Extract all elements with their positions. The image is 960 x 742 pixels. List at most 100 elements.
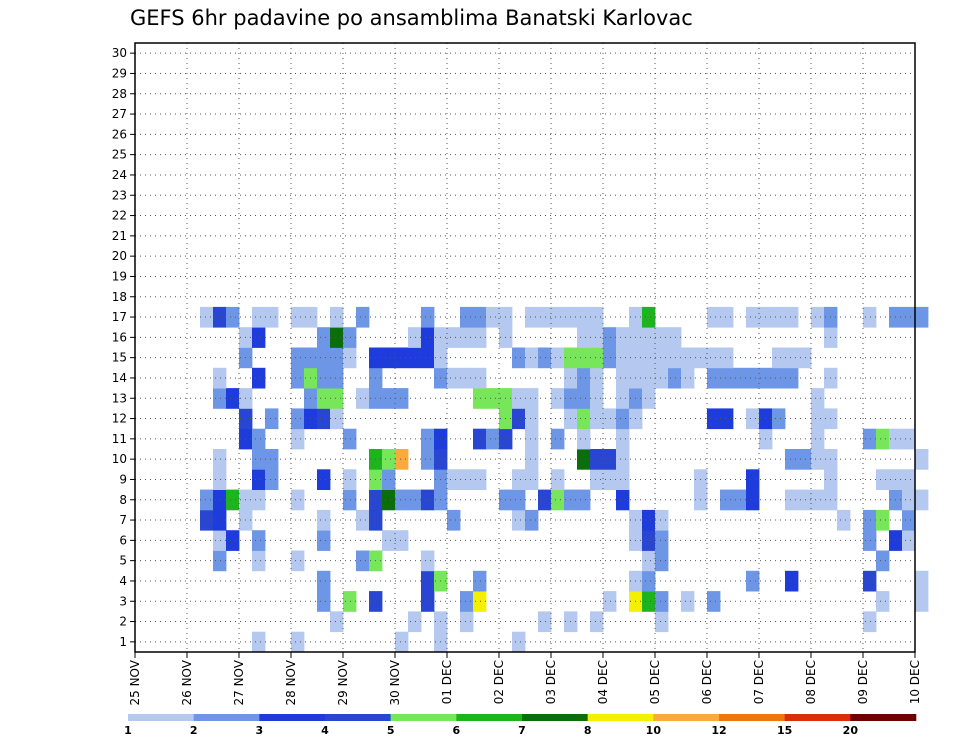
precip-cell: [421, 327, 435, 348]
precip-cell: [642, 327, 656, 348]
precipitation-cells: [200, 306, 929, 653]
precip-cell: [902, 509, 916, 531]
legend-swatch: [128, 714, 194, 721]
legend-tick-label: 6: [453, 724, 461, 737]
legend-swatch: [390, 714, 457, 721]
precip-cell: [538, 489, 552, 511]
precip-cell: [252, 530, 266, 551]
precip-cell: [902, 306, 916, 328]
precip-cell: [876, 428, 890, 450]
precip-cell: [473, 327, 487, 348]
precip-cell: [902, 428, 916, 450]
precip-cell: [915, 306, 929, 328]
precip-cell: [538, 306, 552, 328]
precip-cell: [551, 489, 565, 511]
precip-cell: [707, 408, 721, 430]
precip-cell: [330, 388, 344, 409]
precip-cell: [200, 306, 214, 328]
plot-frame: [134, 42, 916, 653]
precip-cell: [525, 509, 539, 531]
precip-cell: [512, 388, 526, 409]
precip-cell: [395, 449, 409, 470]
precip-cell: [252, 469, 266, 490]
precip-cell: [382, 388, 396, 409]
legend-tick-label: 20: [843, 724, 859, 737]
precip-cell: [902, 469, 916, 490]
y-tick-label: 15: [112, 351, 127, 365]
precip-cell: [603, 347, 617, 369]
precip-cell: [915, 570, 929, 592]
y-tick-label: 24: [112, 168, 127, 182]
y-tick-label: 5: [119, 554, 127, 568]
precip-cell: [590, 408, 604, 430]
precip-cell: [798, 449, 812, 470]
precip-cell: [473, 591, 487, 612]
precip-cell: [525, 408, 539, 430]
x-tick-label: 30 NOV: [388, 659, 402, 705]
precip-cell: [512, 509, 526, 531]
y-tick-label: 25: [112, 148, 127, 162]
precip-cell: [317, 570, 331, 592]
grid-lines: [135, 43, 916, 652]
precip-cell: [330, 367, 344, 389]
precip-cell: [213, 550, 227, 572]
precip-cell: [356, 306, 370, 328]
precip-cell: [655, 327, 669, 348]
precip-cell: [486, 388, 500, 409]
precip-cell: [356, 509, 370, 531]
precip-cell: [395, 347, 409, 369]
precip-cell: [551, 469, 565, 490]
precip-cell: [252, 449, 266, 470]
y-tick-label: 19: [112, 269, 127, 283]
precip-cell: [746, 306, 760, 328]
precip-cell: [291, 550, 305, 572]
precip-cell: [668, 367, 682, 389]
precip-cell: [577, 388, 591, 409]
y-tick-label: 2: [119, 615, 127, 629]
precip-cell: [785, 570, 799, 592]
precip-cell: [577, 489, 591, 511]
precip-cell: [863, 509, 877, 531]
precip-cell: [733, 489, 747, 511]
precip-cell: [252, 489, 266, 511]
legend-tick-label: 3: [256, 724, 264, 737]
precip-cell: [343, 428, 357, 450]
x-tick-label: 10 DEC: [908, 660, 922, 704]
y-tick-label: 11: [112, 432, 127, 446]
precip-cell: [746, 367, 760, 389]
precip-cell: [772, 306, 786, 328]
precip-cell: [720, 489, 734, 511]
precip-cell: [460, 306, 474, 328]
precip-cell: [590, 367, 604, 389]
precip-cell: [343, 327, 357, 348]
x-tick-label: 09 DEC: [856, 660, 870, 704]
precip-cell: [720, 408, 734, 430]
precip-cell: [486, 306, 500, 328]
precip-cell: [265, 408, 279, 430]
precip-cell: [525, 388, 539, 409]
precip-cell: [343, 347, 357, 369]
precip-cell: [317, 347, 331, 369]
precip-cell: [330, 408, 344, 430]
precip-cell: [460, 591, 474, 612]
precip-cell: [746, 469, 760, 490]
precip-cell: [200, 489, 214, 511]
precip-cell: [421, 550, 435, 572]
precip-cell: [317, 469, 331, 490]
color-legend: 1 2 3 4 5 6 7 8 10 12 15 20: [124, 714, 917, 737]
y-tick-label: 3: [119, 594, 127, 608]
precip-cell: [252, 306, 266, 328]
precip-cell: [421, 306, 435, 328]
x-tick-label: 01 DEC: [440, 660, 454, 704]
precip-cell: [395, 631, 409, 653]
y-tick-label: 9: [119, 472, 127, 486]
legend-swatch: [719, 714, 785, 721]
precip-cell: [668, 347, 682, 369]
precip-cell: [473, 570, 487, 592]
precip-cell: [616, 449, 630, 470]
precip-cell: [642, 388, 656, 409]
precip-cell: [213, 469, 227, 490]
legend-tick-label: 2: [190, 724, 198, 737]
y-tick-label: 27: [112, 107, 127, 121]
